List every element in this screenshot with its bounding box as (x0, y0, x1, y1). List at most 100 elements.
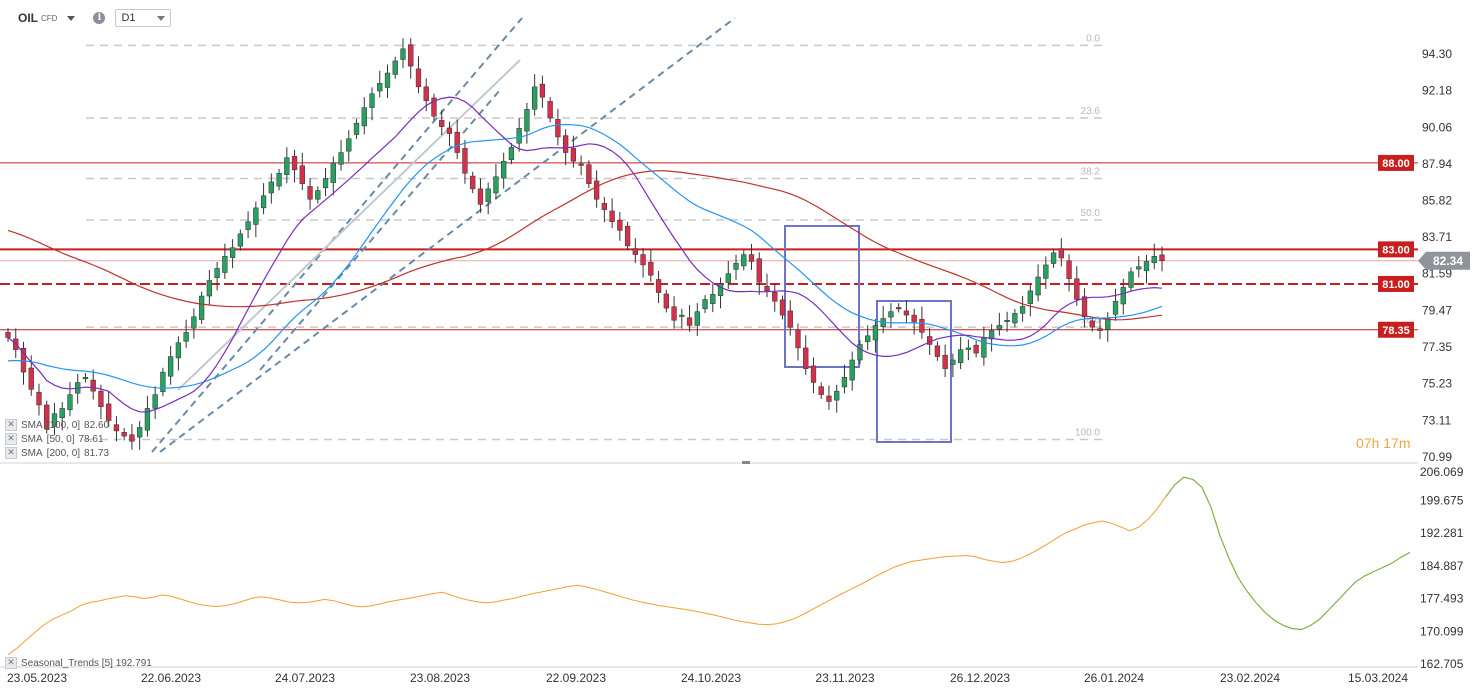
candle-body (1074, 278, 1080, 300)
remove-indicator-icon[interactable]: ✕ (5, 657, 17, 669)
legend-seasonal-label: Seasonal_Trends [5] 192.791 (21, 657, 152, 669)
fib-level-label: 78.6 (1081, 315, 1101, 326)
candle-body (183, 332, 189, 342)
candle-body (772, 291, 778, 302)
seasonal-axis-tick-label: 206.069 (1420, 465, 1464, 479)
seasonal-axis-tick-label: 170.099 (1420, 624, 1464, 638)
price-level-badge-text: 83.00 (1382, 244, 1410, 256)
legend-seasonal: ✕ Seasonal_Trends [5] 192.791 (5, 657, 152, 669)
remove-indicator-icon[interactable]: ✕ (5, 433, 17, 445)
fib-level-label: 23.6 (1081, 106, 1101, 117)
x-axis-tick-label: 24.10.2023 (681, 671, 741, 685)
candle-body (67, 394, 73, 411)
remove-indicator-icon[interactable]: ✕ (5, 419, 17, 431)
candle-body (795, 329, 801, 349)
candle-body (431, 97, 437, 117)
legend-sma50-name: SMA (21, 433, 43, 445)
legend-sma200-value: 81.73 (84, 447, 110, 459)
candle-body (485, 188, 491, 202)
candle-body (532, 86, 538, 110)
candle-body (307, 186, 313, 200)
price-level-badge (1378, 154, 1414, 171)
candle-body (849, 359, 855, 381)
candle-body (28, 367, 34, 390)
candle-body (361, 107, 367, 127)
candle-body (717, 283, 724, 296)
candle-body (36, 391, 42, 406)
legend-sma100-name: SMA (21, 419, 43, 431)
price-axis-tick-label: 90.06 (1422, 120, 1452, 134)
candle-body (1151, 256, 1157, 264)
candle-body (1128, 271, 1134, 288)
candle-body (229, 247, 236, 258)
candle-body (725, 273, 731, 283)
candle-body (167, 356, 174, 377)
candle-body (1159, 254, 1165, 262)
last-price-label: 82.34 (1433, 254, 1463, 268)
seasonal-axis-tick-label: 177.493 (1420, 592, 1464, 606)
legend-sma50-params: [50, 0] (46, 433, 75, 445)
candle-body (222, 256, 228, 273)
candle-body (291, 156, 298, 171)
candle-body (648, 261, 654, 276)
candle-body (330, 162, 336, 183)
candle-body (439, 120, 445, 127)
legend-sma50: ✕ SMA [50, 0] 78.61 (5, 433, 104, 445)
candle-body (214, 268, 220, 278)
candle-body (477, 188, 484, 205)
candle-body (423, 86, 429, 101)
candle-body (501, 160, 507, 179)
candle-body (950, 359, 956, 365)
candle-body (237, 233, 243, 247)
symbol-type: CFD (41, 13, 58, 23)
price-axis-tick-label: 79.47 (1422, 303, 1452, 317)
candle-body (903, 310, 910, 316)
candle-body (1050, 252, 1057, 264)
price-axis-tick-label: 75.23 (1422, 377, 1452, 391)
countdown-minutes: 17m (1383, 435, 1411, 451)
candle-body (206, 280, 213, 297)
price-axis-tick-label: 70.99 (1422, 450, 1452, 464)
candle-body (632, 248, 638, 255)
candle-body (90, 379, 96, 392)
candle-body (779, 299, 786, 316)
symbol-dropdown-icon[interactable] (67, 15, 76, 21)
candle-body (1058, 248, 1064, 259)
candle-body (694, 311, 700, 326)
legend-sma100-params: [100, 0] (46, 419, 81, 431)
candle-body (415, 68, 422, 88)
remove-indicator-icon[interactable]: ✕ (5, 447, 17, 459)
candle-body (198, 295, 205, 320)
candle-body (911, 314, 917, 323)
candle-body (686, 317, 693, 326)
price-level-badge (1378, 275, 1414, 292)
candle-body (260, 195, 267, 209)
candle-body (1143, 261, 1150, 272)
info-icon[interactable]: i (93, 12, 106, 24)
timeframe-select[interactable]: D1 (115, 9, 172, 27)
candle-body (276, 173, 282, 187)
candle-body (578, 163, 584, 166)
x-axis-tick-label: 22.06.2023 (141, 671, 201, 685)
seasonal-axis-tick-label: 192.281 (1420, 526, 1464, 540)
candle-body (493, 176, 499, 194)
symbol-name[interactable]: OIL (18, 11, 38, 25)
x-axis-tick-label: 15.03.2024 (1348, 671, 1408, 685)
candle-body (384, 72, 391, 88)
candle-body (655, 279, 662, 293)
x-axis-tick-label: 24.07.2023 (275, 671, 335, 685)
price-level-badge-text: 78.35 (1382, 325, 1410, 337)
legend-sma200-name: SMA (21, 447, 43, 459)
candle-body (400, 48, 406, 60)
seasonal-axis-tick-label: 162.705 (1420, 657, 1464, 671)
candle-body (1097, 328, 1103, 331)
candle-body (299, 165, 305, 184)
candle-body (896, 307, 902, 310)
candle-body (609, 210, 615, 222)
candle-body (547, 101, 553, 119)
timeframe-value: D1 (121, 12, 136, 24)
candle-body (1112, 300, 1119, 315)
candle-body (872, 325, 879, 341)
price-axis-tick-label: 77.35 (1422, 340, 1452, 354)
